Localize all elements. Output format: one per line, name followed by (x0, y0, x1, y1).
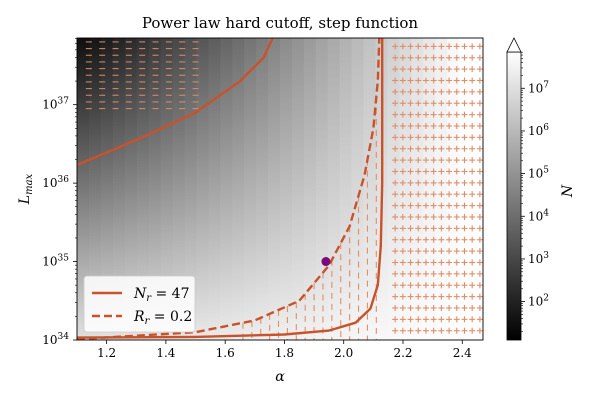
colorbar-tick-label: 106 (528, 123, 549, 138)
heat-cell (471, 38, 483, 340)
y-tick-label: 1036 (42, 175, 69, 190)
contour-lines (77, 38, 384, 340)
x-axis: 1.2 1.4 1.6 1.8 2.0 2.2 2.4 (97, 340, 472, 360)
contour-nr (77, 38, 274, 167)
heat-cell (77, 38, 90, 340)
marker-point-group (321, 257, 331, 267)
heat-cell (172, 38, 186, 340)
colorbar-tick-label: 105 (528, 166, 549, 181)
heat-cell (100, 38, 114, 340)
colorbar-tick-label: 104 (528, 208, 549, 223)
colorbar-tick-label: 102 (528, 294, 549, 309)
contour-rr (77, 38, 381, 340)
heatmap-field (77, 38, 483, 340)
colorbar-gradient (506, 51, 522, 341)
heat-cell (268, 38, 281, 340)
heat-cell (196, 38, 209, 340)
heat-cell (363, 38, 377, 340)
y-axis: 1034 1035 1036 1037 (42, 38, 77, 347)
heat-cell (256, 38, 269, 340)
legend-label-rr: Rr = 0.2 (133, 309, 192, 327)
heat-cell (136, 38, 150, 340)
y-axis-label: Lmax (17, 173, 35, 205)
heat-cell (232, 38, 245, 340)
plot-frame (76, 37, 484, 341)
chart-title: Power law hard cutoff, step function (142, 14, 419, 32)
marker-point (321, 257, 331, 267)
heat-cell (112, 38, 126, 340)
x-tick-label: 1.8 (275, 346, 294, 360)
heat-cell (435, 38, 448, 340)
legend: Nr = 47 Rr = 0.2 (83, 275, 196, 333)
heat-cell (303, 38, 317, 340)
hatch-region (85, 41, 483, 340)
colorbar-extend-arrow (506, 37, 522, 53)
colorbar-ticks: 102 103 104 105 106 107 (521, 51, 549, 332)
contour-nr (77, 38, 384, 339)
heat-cell (160, 38, 174, 340)
x-tick-label: 1.6 (216, 346, 235, 360)
heat-cell (88, 38, 102, 340)
y-tick-label: 1035 (42, 254, 69, 269)
legend-label-nr: Nr = 47 (133, 286, 189, 304)
legend-box (83, 275, 196, 333)
heat-cell (351, 38, 365, 340)
x-tick-label: 1.4 (156, 346, 175, 360)
x-tick-label: 2.0 (334, 346, 353, 360)
heat-cell (148, 38, 162, 340)
heat-cell (459, 38, 472, 340)
heat-cell (327, 38, 341, 340)
x-axis-label: α (275, 369, 285, 385)
x-tick-label: 2.4 (453, 346, 472, 360)
colorbar-label: N (560, 184, 576, 198)
heat-cell (291, 38, 305, 340)
heat-cell (411, 38, 424, 340)
y-axis-label-sub: max (24, 173, 35, 194)
y-axis-label-main: L (17, 195, 33, 205)
heat-cell (315, 38, 329, 340)
heat-cell (244, 38, 257, 340)
y-tick-label: 1037 (42, 97, 69, 112)
heat-cell (208, 38, 221, 340)
colorbar-tick-label: 107 (528, 80, 549, 95)
heat-cell (280, 38, 293, 340)
y-tick-label: 1034 (42, 332, 69, 347)
heat-cell (124, 38, 138, 340)
heat-cell (339, 38, 353, 340)
x-tick-label: 1.2 (97, 346, 116, 360)
heat-cell (387, 38, 401, 340)
colorbar: 102 103 104 105 106 107 N (506, 37, 576, 341)
svg-text:Lmax: Lmax (17, 173, 35, 205)
heat-cell (220, 38, 233, 340)
x-tick-label: 2.2 (393, 346, 412, 360)
colorbar-tick-label: 103 (528, 251, 549, 266)
